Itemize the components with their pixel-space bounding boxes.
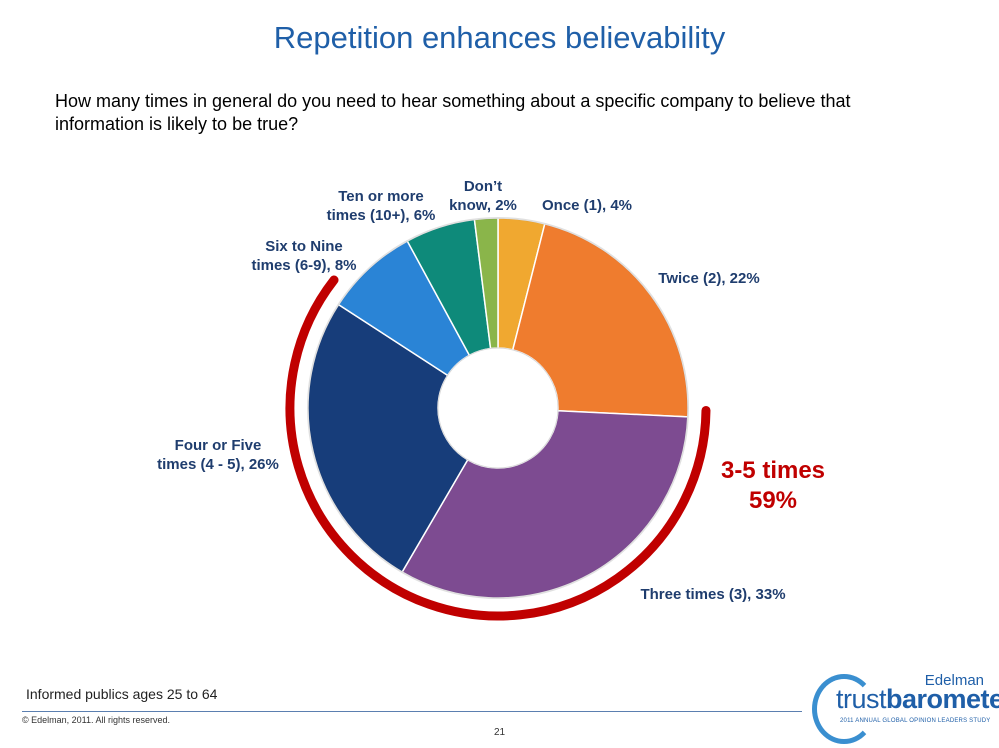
logo-subtitle: 2011 ANNUAL GLOBAL OPINION LEADERS STUDY [840, 718, 991, 724]
data-label-don-t-know: Don’t know, 2% [449, 178, 517, 214]
data-label-six-to-nine-times-6-9: Six to Nine times (6-9), 8% [251, 238, 356, 274]
footnote: Informed publics ages 25 to 64 [26, 686, 218, 702]
data-label-ten-or-more-times-10: Ten or more times (10+), 6% [327, 188, 436, 224]
doughnut-outline [307, 217, 689, 599]
data-label-twice-2: Twice (2), 22% [658, 270, 759, 287]
highlight-callout-line: 3-5 times [721, 457, 825, 484]
slide-title: Repetition enhances believability [273, 20, 726, 55]
doughnut-hole [437, 347, 559, 469]
logo-word-light: trust [836, 684, 887, 714]
data-label-four-or-five-times-4-5: Four or Five times (4 - 5), 26% [157, 437, 279, 473]
logo-brand: Edelman [924, 672, 984, 689]
logo-wordmark: trustbarometer [836, 684, 999, 715]
page-number: 21 [493, 727, 506, 738]
logo-word-bold: barometer [886, 684, 999, 714]
logo-ring-icon [812, 674, 876, 744]
trustbarometer-logo: Edelman trustbarometer 2011 ANNUAL GLOBA… [812, 668, 999, 744]
survey-question: How many times in general do you need to… [55, 91, 851, 134]
footer-divider [22, 711, 802, 712]
highlight-arc [285, 275, 711, 621]
highlight-callout-line: 59% [749, 487, 797, 514]
data-label-once-1: Once (1), 4% [542, 197, 632, 214]
data-label-three-times-3: Three times (3), 33% [640, 586, 785, 603]
doughnut-chart: 3-5 times 59% Once (1), 4% Twice (2), 22% Th… [157, 178, 825, 621]
copyright: © Edelman, 2011. All rights reserved. [22, 715, 171, 725]
